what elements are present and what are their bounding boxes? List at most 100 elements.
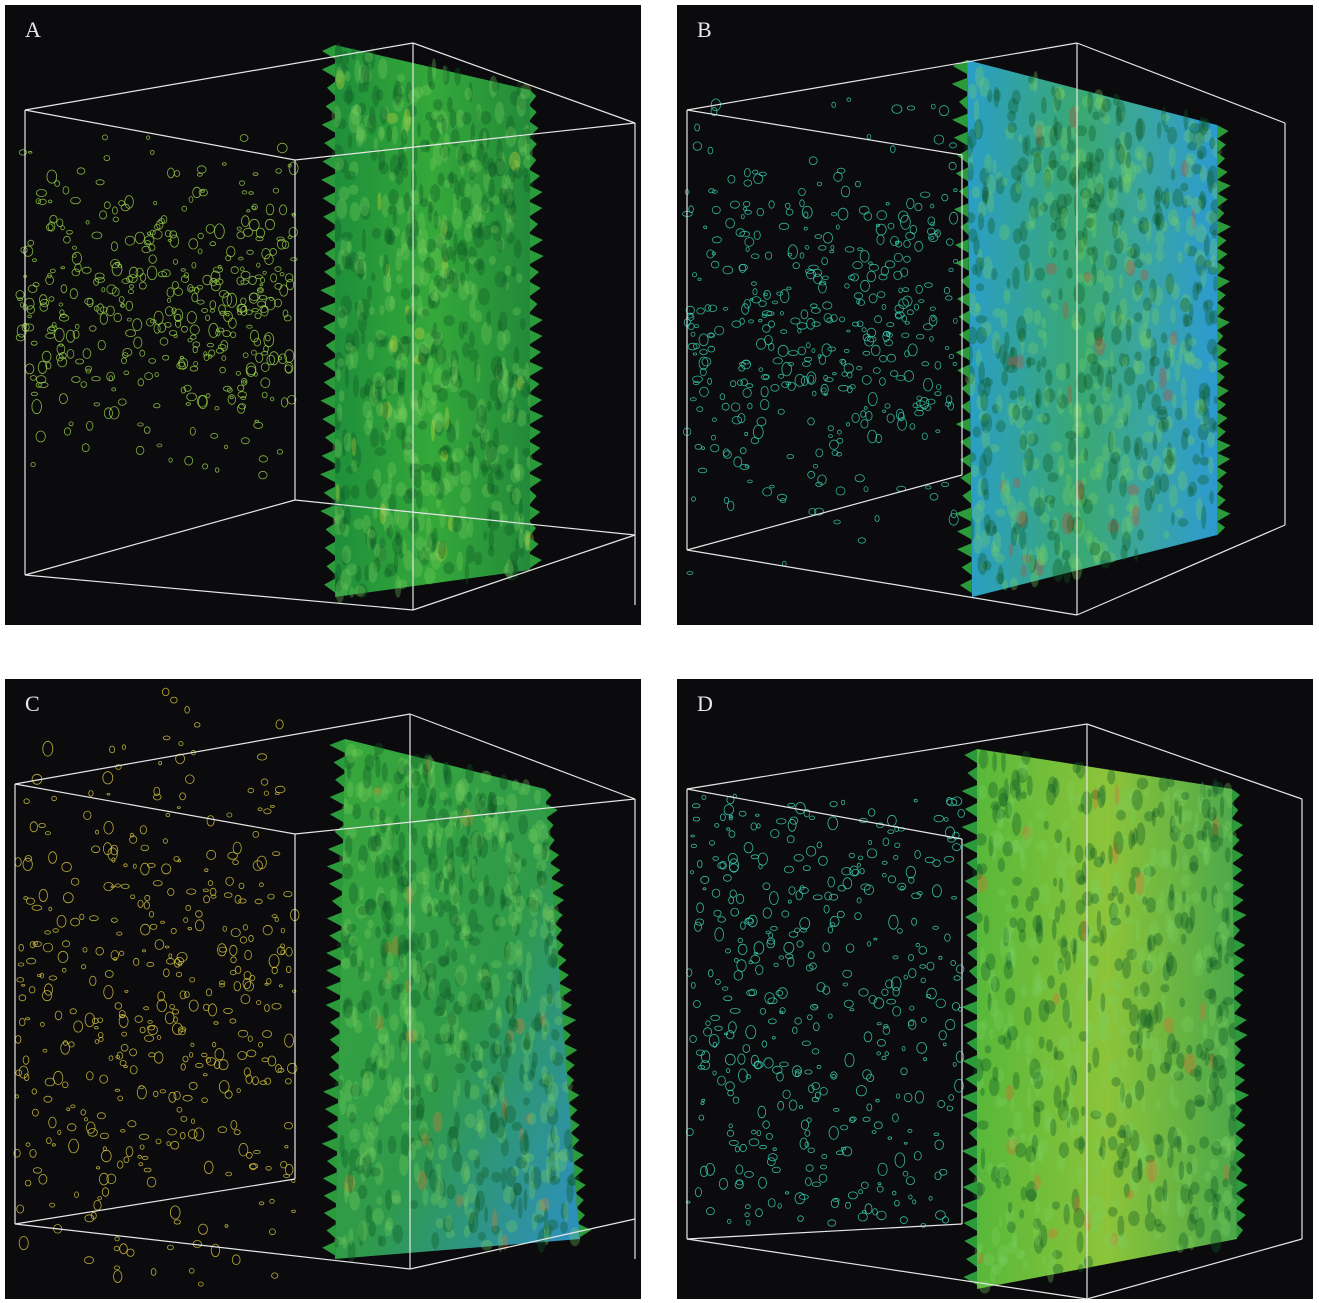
surface-bump [423,1050,431,1069]
surface-bump [462,925,471,936]
surface-bump [380,106,388,125]
surface-bump [1050,303,1058,311]
surface-bump [439,509,445,528]
surface-bump [1201,442,1205,456]
surface-bump [1067,781,1076,802]
surface-bump [1110,350,1114,371]
surface-bump [484,1206,488,1222]
surface-bump [396,353,408,371]
surface-bump [430,1193,438,1205]
surface-bump [1073,1208,1084,1228]
surface-bump [356,1165,364,1175]
surface-bump [1031,887,1040,901]
surface-bump [1056,856,1067,878]
surface-bump [1099,359,1109,367]
surface-bump [438,1144,447,1160]
surface-bump [444,471,454,492]
surface-bump [1146,152,1153,175]
surface-bump [994,1009,1004,1031]
surface-bump [390,887,397,907]
surface-bump [1218,944,1222,963]
surface-bump [564,1201,569,1222]
surface-bump [1120,209,1125,219]
surface-bump [1033,152,1042,173]
surface-bump [369,307,375,316]
surface-bump [365,51,374,62]
surface-bump [394,913,404,927]
surface-bump [492,501,503,512]
surface-bump [460,470,472,485]
surface-bump [1169,146,1176,167]
surface-bump [983,446,992,467]
surface-bump [1137,193,1147,212]
surface-bump [486,440,498,463]
surface-bump [1013,1072,1020,1090]
surface-bump [1059,1142,1069,1158]
surface-bump [1041,840,1049,859]
surface-bump [1116,144,1125,164]
surface-bump [338,186,349,200]
surface-bump [975,257,982,277]
surface-bump [447,837,454,861]
surface-bump [1110,452,1120,465]
surface-bump [352,804,361,820]
surface-bump [984,915,990,934]
surface-bump [1061,208,1068,229]
surface-bump [1095,173,1103,194]
surface-bump [371,835,382,852]
surface-bump [1044,1139,1049,1154]
surface-bump [514,347,520,364]
surface-bump [515,984,521,1006]
surface-bump [356,129,367,143]
surface-bump [1046,784,1056,806]
surface-bump [1181,809,1185,827]
surface-bump [996,395,1002,413]
surface-bump [548,1082,559,1102]
surface-bump [454,67,460,86]
surface-bump [1147,937,1152,953]
surface-bump [448,993,454,1003]
surface-bump [979,1280,990,1293]
surface-bump [1146,328,1151,339]
surface-bump [344,582,349,596]
surface-bump [544,1208,548,1231]
surface-bump [376,402,384,417]
surface-bump [1018,328,1026,342]
surface-bump [1099,1147,1104,1157]
surface-bump [388,967,399,981]
surface-bump [341,863,353,879]
surface-bump [368,1121,378,1139]
surface-bump [1207,1089,1213,1106]
surface-bump [1010,347,1015,358]
surface-bump [415,327,425,340]
surface-bump [1146,955,1158,976]
surface-bump [416,1084,421,1097]
surface-bump [1193,454,1201,465]
surface-bump [1180,183,1188,192]
surface-bump [504,524,514,536]
surface-bump [496,1006,501,1019]
surface-bump [1091,1194,1099,1203]
surface-bump [1078,1136,1084,1155]
surface-bump [523,1189,527,1211]
surface-bump [1084,530,1093,543]
surface-bump [1147,1064,1155,1082]
surface-bump [1116,810,1126,821]
surface-bump [468,1149,479,1161]
surface-bump [445,231,451,240]
surface-bump [1059,878,1063,893]
surface-bump [480,460,492,473]
surface-bump [439,791,447,800]
surface-bump [460,272,465,285]
surface-bump [422,753,432,773]
surface-bump [386,125,392,142]
surface-bump [419,1121,428,1140]
panel-label: C [25,691,40,716]
surface-bump [1177,832,1185,841]
surface-bump [503,1186,515,1204]
surface-bump [1162,1140,1171,1159]
surface-bump [1122,958,1131,979]
surface-bump [1010,577,1018,590]
surface-bump [1052,919,1057,940]
surface-bump [1209,1003,1216,1026]
